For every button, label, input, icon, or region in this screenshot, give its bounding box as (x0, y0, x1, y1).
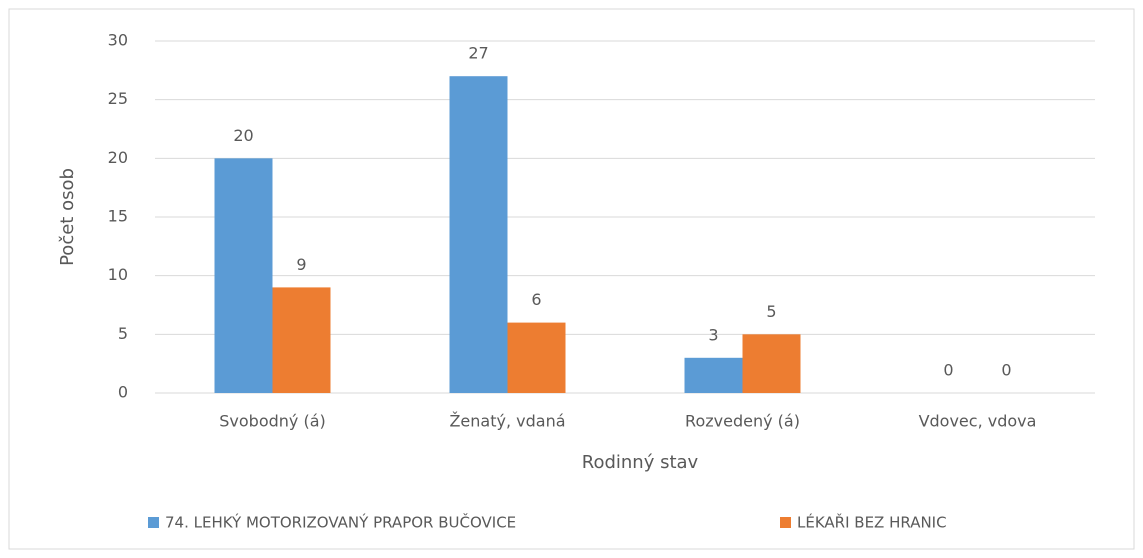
data-label: 5 (766, 302, 776, 321)
data-label: 6 (531, 290, 541, 309)
bar (684, 357, 743, 393)
legend-swatch (780, 517, 791, 528)
data-label: 9 (296, 255, 306, 274)
bar (449, 76, 508, 393)
y-tick-label: 10 (108, 265, 128, 284)
y-tick-label: 5 (118, 324, 128, 343)
legend-label: LÉKAŘI BEZ HRANIC (797, 513, 947, 532)
data-label: 27 (468, 44, 488, 63)
x-tick-label: Vdovec, vdova (919, 412, 1037, 431)
bar (742, 334, 801, 393)
y-tick-label: 0 (118, 383, 128, 402)
data-label: 0 (943, 361, 953, 380)
x-tick-label: Ženatý, vdaná (449, 412, 565, 431)
data-label: 20 (233, 126, 253, 145)
bar (272, 287, 331, 393)
y-axis-label: Počet osob (57, 168, 78, 266)
y-tick-label: 25 (108, 89, 128, 108)
bar (214, 158, 273, 393)
x-axis-label: Rodinný stav (582, 452, 699, 473)
data-label: 0 (1001, 361, 1011, 380)
y-tick-label: 20 (108, 148, 128, 167)
y-tick-label: 30 (108, 31, 128, 50)
x-tick-label: Svobodný (á) (219, 412, 326, 431)
x-tick-label: Rozvedený (á) (685, 412, 800, 431)
chart-border (8, 8, 1135, 550)
y-tick-label: 15 (108, 207, 128, 226)
legend-swatch (148, 517, 159, 528)
bar (507, 322, 566, 393)
data-label: 3 (708, 325, 718, 344)
legend-label: 74. LEHKÝ MOTORIZOVANÝ PRAPOR BUČOVICE (165, 513, 516, 532)
